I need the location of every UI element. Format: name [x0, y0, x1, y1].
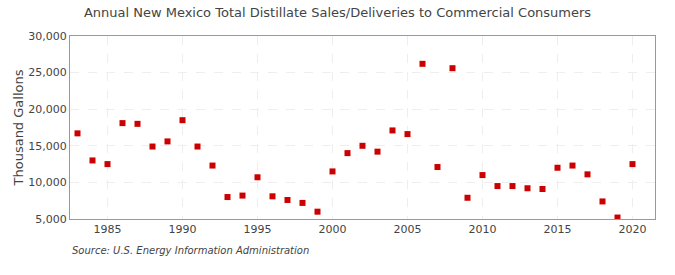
svg-text:Source: U.S. Energy Informatio: Source: U.S. Energy Information Administ… — [72, 245, 309, 256]
svg-text:2015: 2015 — [544, 223, 572, 236]
svg-text:2005: 2005 — [394, 223, 422, 236]
svg-text:15,000: 15,000 — [28, 140, 67, 153]
svg-text:2020: 2020 — [619, 223, 647, 236]
svg-text:20,000: 20,000 — [28, 103, 67, 116]
svg-text:1995: 1995 — [244, 223, 272, 236]
svg-text:Annual New Mexico Total Distil: Annual New Mexico Total Distillate Sales… — [84, 5, 591, 20]
svg-text:5,000: 5,000 — [35, 213, 67, 226]
svg-text:30,000: 30,000 — [28, 30, 67, 43]
svg-text:Thousand Gallons: Thousand Gallons — [11, 69, 26, 186]
svg-text:10,000: 10,000 — [28, 176, 67, 189]
svg-text:1985: 1985 — [94, 223, 122, 236]
svg-text:2000: 2000 — [319, 223, 347, 236]
svg-text:2010: 2010 — [469, 223, 497, 236]
svg-text:1990: 1990 — [169, 223, 197, 236]
svg-text:25,000: 25,000 — [28, 66, 67, 79]
